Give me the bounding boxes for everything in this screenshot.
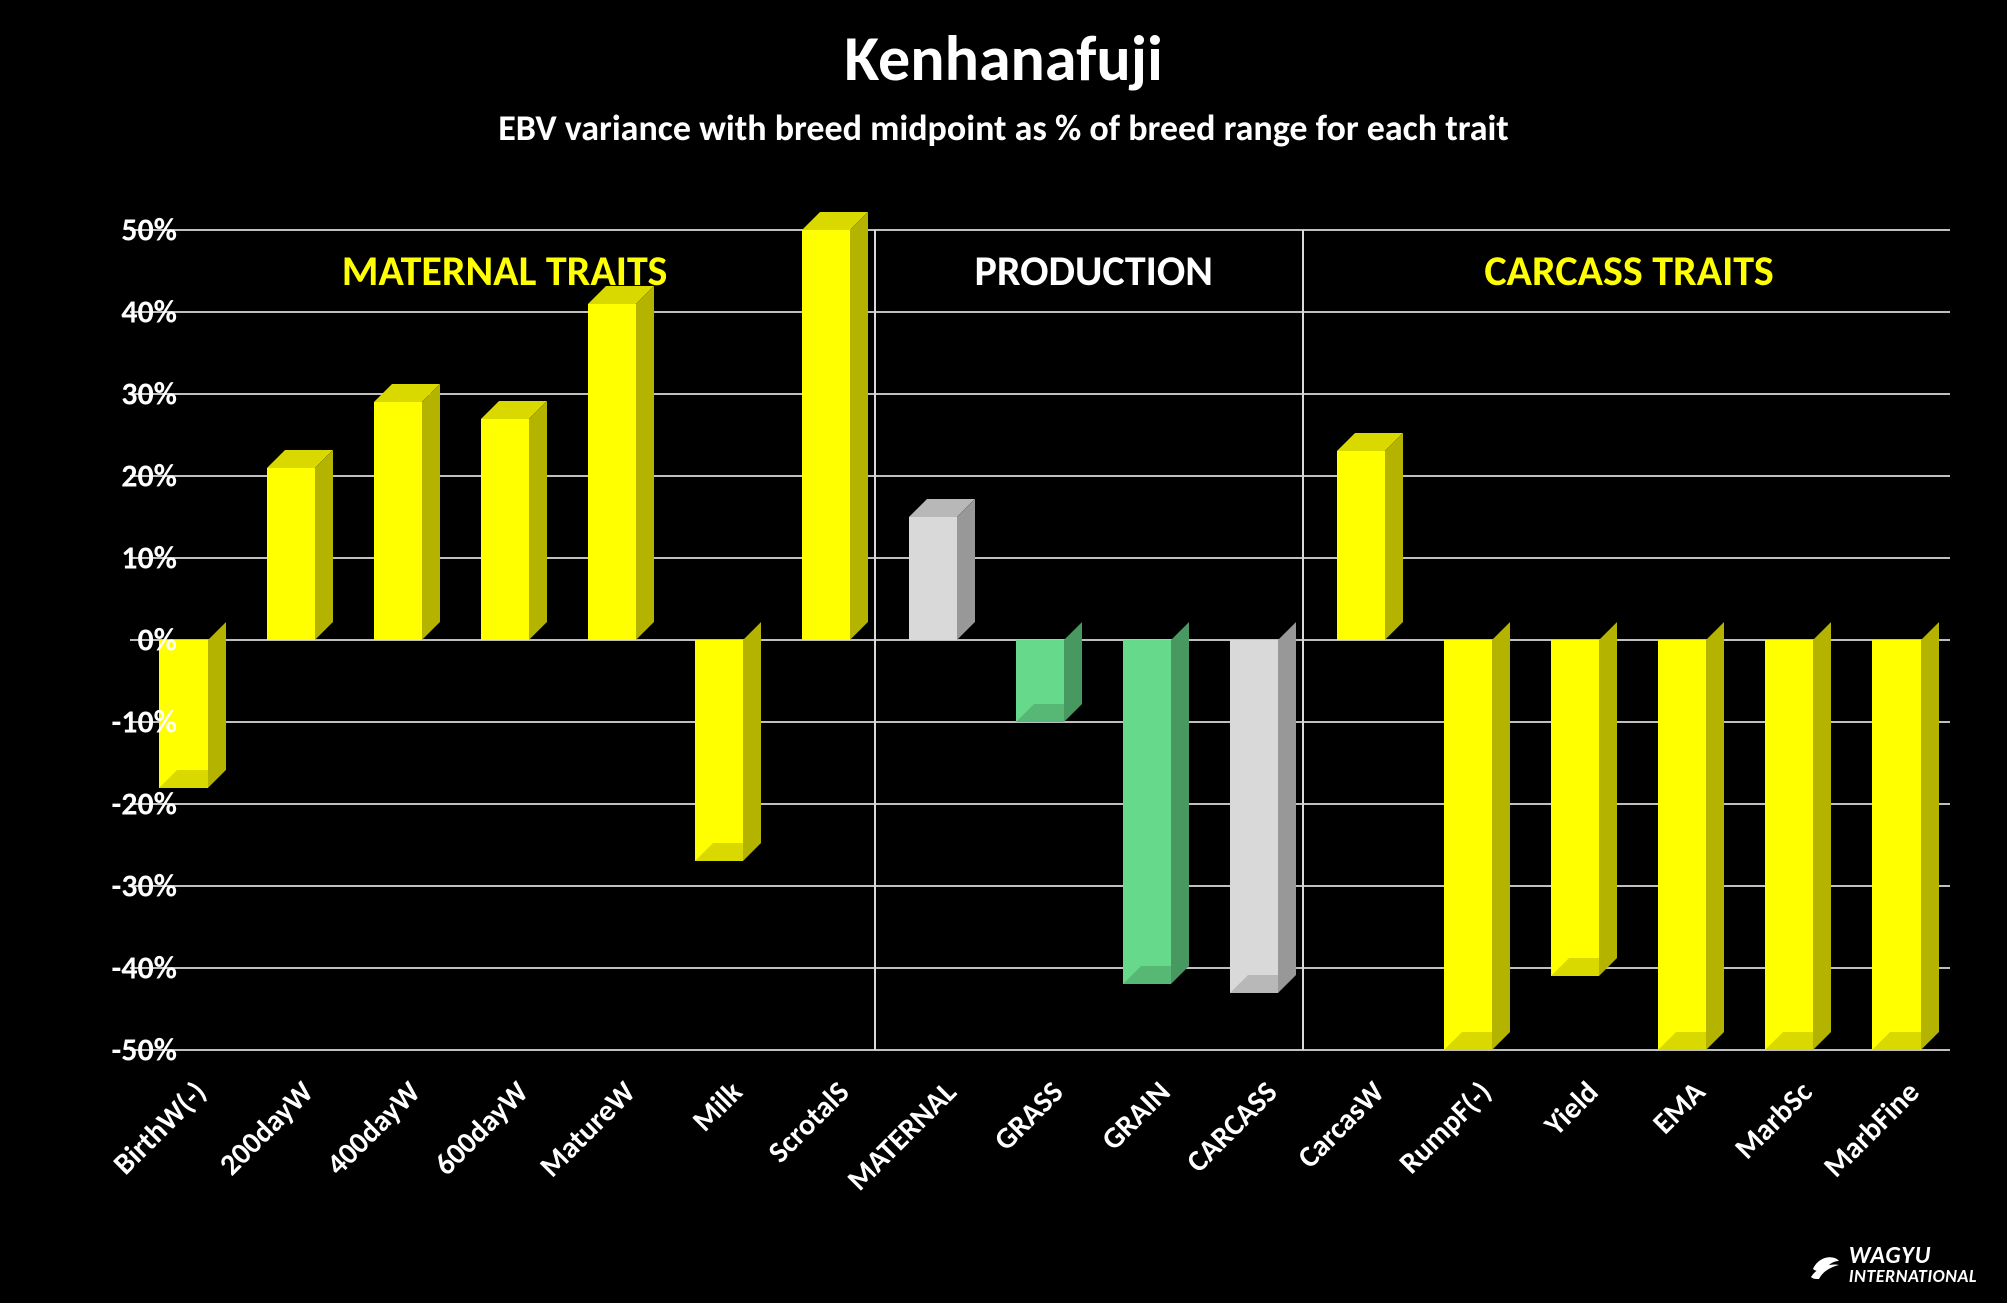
- x-axis-label: GRASS: [986, 1074, 1071, 1159]
- watermark: WAGYU INTERNATIONAL: [1809, 1245, 1977, 1285]
- bar-600dayW: [481, 419, 529, 640]
- bar-200dayW: [267, 468, 315, 640]
- chart-plot-area: [130, 230, 1950, 1050]
- y-axis-label: -50%: [77, 1031, 177, 1070]
- gridline: [130, 229, 1950, 231]
- x-axis-label: 600dayW: [427, 1074, 536, 1183]
- x-axis-label: MarbSc: [1727, 1074, 1820, 1167]
- bar-GRAIN: [1123, 640, 1171, 984]
- y-axis-label: 10%: [77, 539, 177, 578]
- x-axis-label: BirthW(-): [106, 1074, 214, 1182]
- x-axis-label: ScrotalS: [760, 1074, 857, 1171]
- section-label: CARCASS TRAITS: [1484, 246, 1773, 297]
- y-axis-label: 20%: [77, 457, 177, 496]
- x-axis-label: Yield: [1537, 1074, 1606, 1143]
- x-axis-label: MarbFine: [1816, 1074, 1927, 1185]
- y-axis-label: 30%: [77, 375, 177, 414]
- x-axis-label: CARCASS: [1179, 1074, 1285, 1180]
- y-axis-label: 0%: [77, 621, 177, 660]
- bar-ScrotalS: [802, 230, 850, 640]
- bar-MATERNAL: [909, 517, 957, 640]
- x-axis-label: Milk: [684, 1074, 749, 1139]
- y-axis-label: 40%: [77, 293, 177, 332]
- x-axis-label: CarcasW: [1290, 1074, 1392, 1176]
- bar-Milk: [695, 640, 743, 861]
- bar-CARCASS: [1230, 640, 1278, 993]
- x-axis-label: EMA: [1645, 1074, 1713, 1142]
- y-axis-label: -20%: [77, 785, 177, 824]
- x-axis-label: GRAIN: [1094, 1074, 1178, 1158]
- bar-RumpF(-): [1444, 640, 1492, 1050]
- bar-MarbSc: [1765, 640, 1813, 1050]
- bar-CarcasW: [1337, 451, 1385, 640]
- bar-MatureW: [588, 304, 636, 640]
- chart-title: Kenhanafuji: [0, 0, 2007, 98]
- section-label: PRODUCTION: [975, 246, 1213, 297]
- y-axis-label: -10%: [77, 703, 177, 742]
- leaf-icon: [1809, 1249, 1841, 1281]
- y-axis-label: -40%: [77, 949, 177, 988]
- bar-Yield: [1551, 640, 1599, 976]
- x-axis-label: 400dayW: [319, 1074, 428, 1183]
- chart-subtitle: EBV variance with breed midpoint as % of…: [0, 98, 2007, 150]
- watermark-line2: INTERNATIONAL: [1849, 1268, 1977, 1285]
- section-divider: [1302, 230, 1304, 1050]
- gridline: [130, 311, 1950, 313]
- x-axis-label: RumpF(-): [1392, 1074, 1500, 1182]
- bar-MarbFine: [1872, 640, 1920, 1050]
- bar-400dayW: [374, 402, 422, 640]
- x-axis-label: 200dayW: [212, 1074, 321, 1183]
- bar-EMA: [1658, 640, 1706, 1050]
- bar-GRASS: [1016, 640, 1064, 722]
- x-axis-label: MATERNAL: [839, 1074, 963, 1198]
- section-divider: [874, 230, 876, 1050]
- x-axis-label: MatureW: [532, 1074, 643, 1185]
- section-label: MATERNAL TRAITS: [342, 246, 668, 297]
- y-axis-label: 50%: [77, 211, 177, 250]
- y-axis-label: -30%: [77, 867, 177, 906]
